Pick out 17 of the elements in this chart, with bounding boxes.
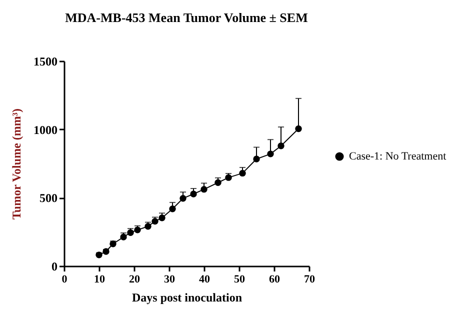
x-tick-label: 40 [199, 274, 210, 286]
x-tick-label: 20 [129, 274, 140, 286]
y-axis-title: Tumor Volume (mm³) [10, 108, 24, 220]
legend-label: Case-1: No Treatment [349, 150, 446, 162]
x-tick-label: 70 [304, 274, 316, 286]
point [127, 229, 134, 236]
x-tick-label: 30 [164, 274, 176, 286]
y-tick-label: 500 [40, 191, 58, 206]
x-tick-label: 50 [234, 274, 246, 286]
chart-title: MDA-MB-453 Mean Tumor Volume ± SEM [65, 10, 308, 25]
y-tick-label: 1000 [34, 122, 58, 137]
y-tick-label: 1500 [34, 54, 58, 68]
x-tick-label: 0 [62, 274, 68, 286]
x-axis-title: Days post inoculation [132, 290, 242, 304]
x-tick-label: 60 [269, 274, 280, 286]
x-tick-label: 10 [94, 274, 106, 286]
y-tick-label: 0 [52, 260, 58, 274]
